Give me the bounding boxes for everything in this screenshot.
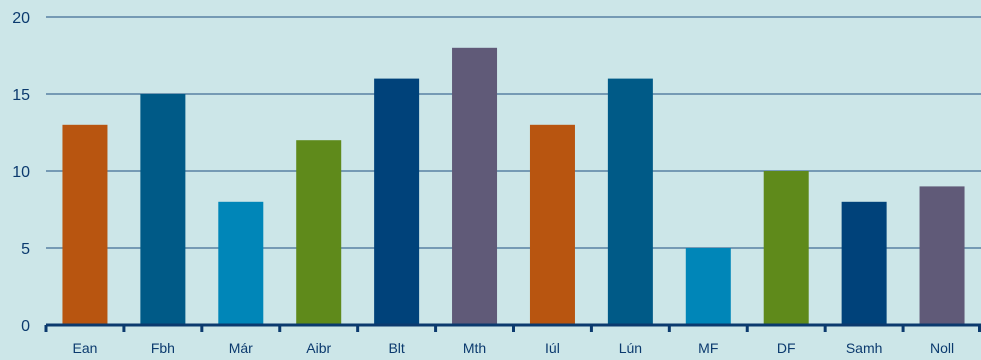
x-tick-label: Iúl: [545, 340, 560, 356]
bar-Blt: [374, 78, 420, 325]
x-tick-label: Aibr: [306, 340, 331, 356]
y-axis-tick-labels: 0 5 10 15 20: [12, 10, 30, 335]
bar-Már: [218, 201, 264, 325]
bar-Samh: [841, 201, 887, 325]
bars: [62, 47, 965, 326]
bar-Noll: [919, 186, 965, 325]
x-tick-label: Már: [229, 340, 253, 356]
bar-MF: [685, 248, 731, 325]
gridlines: [46, 16, 981, 249]
x-tick-label: DF: [777, 340, 796, 356]
x-axis-tick-labels: Ean Fbh Már Aibr Blt Mth Iúl Lún MF DF Samh Noll: [72, 340, 954, 356]
x-tick-label: Noll: [930, 340, 954, 356]
bar-Lún: [607, 78, 653, 325]
bar-Aibr: [296, 140, 342, 325]
x-tick-label: Lún: [619, 340, 642, 356]
bar-Fbh: [140, 94, 186, 325]
x-axis: [44, 323, 981, 332]
y-tick-label: 10: [12, 164, 30, 181]
x-tick-label: MF: [698, 340, 718, 356]
x-tick-label: Samh: [846, 340, 883, 356]
bar-Iúl: [529, 124, 575, 325]
bar-DF: [763, 171, 809, 325]
x-tick-label: Blt: [388, 340, 404, 356]
bar-Ean: [62, 124, 108, 325]
y-tick-label: 5: [21, 241, 30, 258]
bar-Mth: [452, 47, 498, 326]
x-tick-label: Mth: [463, 340, 486, 356]
y-tick-label: 20: [12, 10, 30, 27]
x-tick-label: Ean: [72, 340, 97, 356]
x-tick-label: Fbh: [151, 340, 175, 356]
y-tick-label: 0: [21, 318, 30, 335]
y-tick-label: 15: [12, 87, 30, 104]
